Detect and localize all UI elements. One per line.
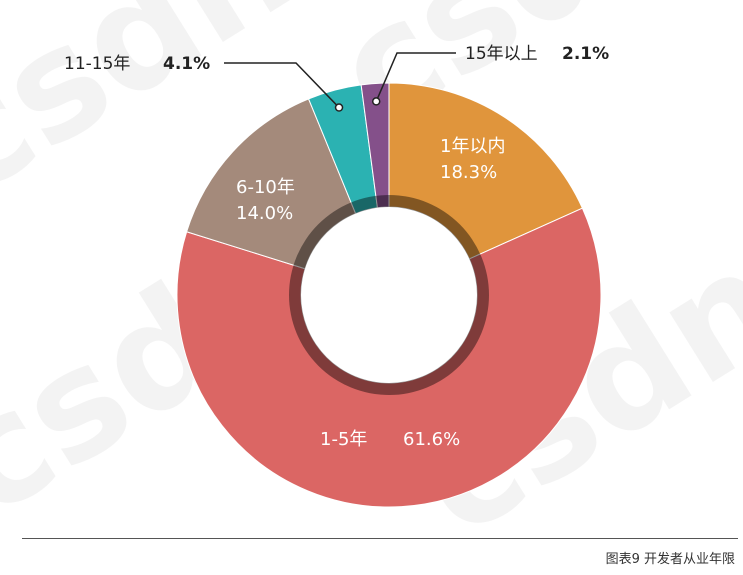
- slice-labels: 1年以内 18.3% 1-5年 61.6% 6-10年 14.0%: [236, 136, 505, 450]
- slices: [176, 82, 602, 508]
- callout-category-3: 11-15年: [64, 54, 130, 74]
- slice-label-category-2: 6-10年: [236, 177, 295, 198]
- callout-dot-3: [334, 103, 344, 112]
- callout-category-4: 15年以上: [465, 44, 538, 64]
- callout-value-3: 4.1%: [163, 54, 210, 74]
- figure-caption: 图表9 开发者从业年限: [605, 552, 735, 567]
- slice-label-value-1: 61.6%: [403, 429, 460, 450]
- slice-label-value-0: 18.3%: [440, 162, 497, 183]
- callout-line-3: [224, 62, 340, 109]
- slice-label-category-1: 1-5年: [320, 429, 367, 450]
- callout-line-4: [375, 52, 456, 102]
- callout-value-4: 2.1%: [562, 44, 609, 64]
- callout-dot-4: [371, 97, 381, 106]
- inner-ring: [289, 195, 489, 395]
- slice-label-value-2: 14.0%: [236, 203, 293, 224]
- donut-hole: [301, 207, 477, 383]
- slice-label-category-0: 1年以内: [440, 136, 505, 157]
- callouts: 11-15年 4.1% 15年以上 2.1%: [64, 44, 609, 112]
- caption-rule: [22, 538, 738, 539]
